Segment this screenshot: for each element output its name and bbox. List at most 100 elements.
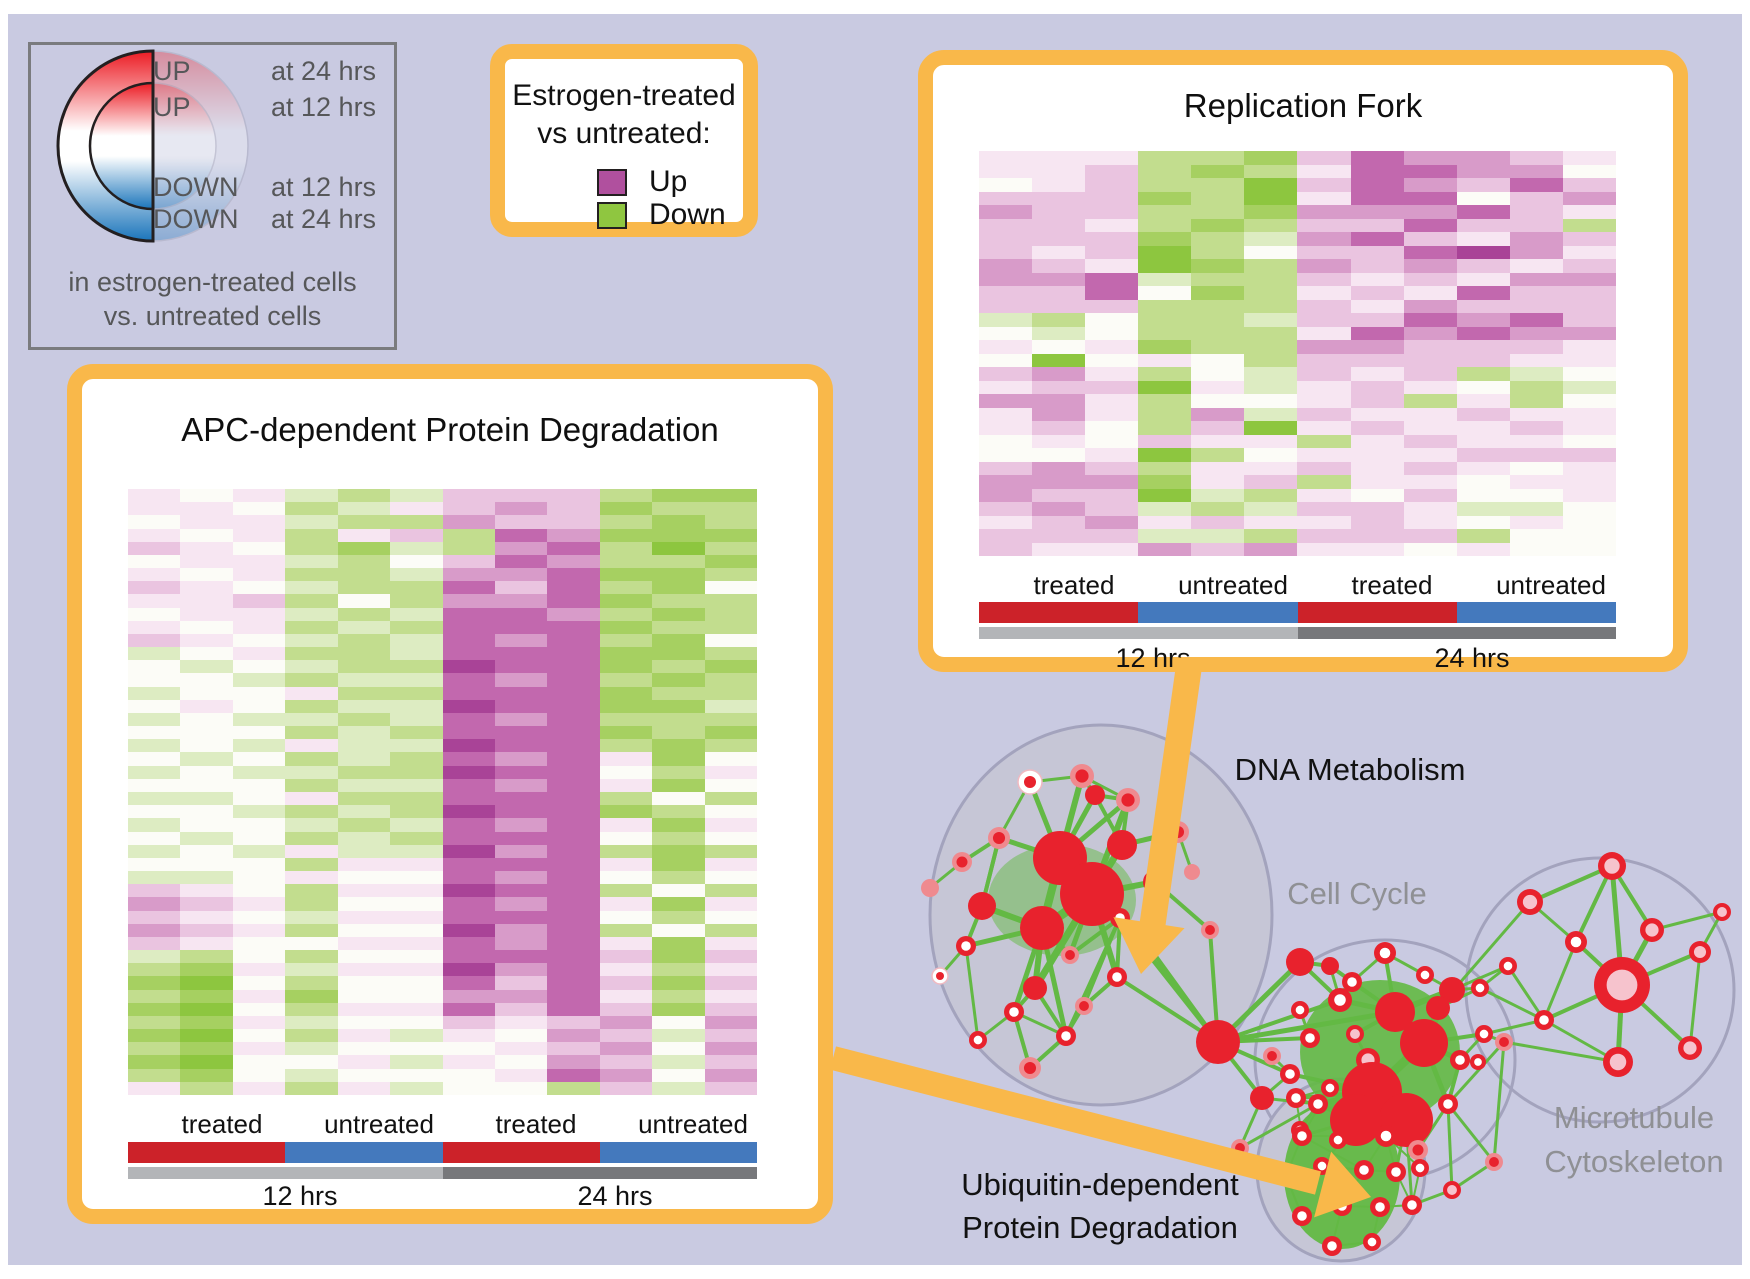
heatmap-cell [232,1042,286,1056]
heatmap-cell [442,647,495,661]
heatmap-cell [547,699,600,713]
heatmap-cell [1244,191,1298,205]
heatmap-cell [1085,286,1139,300]
heatmap-cell [285,950,338,964]
heatmap-cell [494,791,548,806]
heatmap-cell [547,963,600,977]
heatmap-cell [1032,353,1086,367]
heatmap-cell [704,673,757,687]
heatmap-cell [1350,259,1404,273]
network-node-core [1359,1165,1369,1175]
heatmap-cell [1244,259,1298,273]
heatmap-cell [1509,475,1563,489]
heatmap-cell [494,633,548,648]
heatmap-cell [180,554,233,569]
heatmap-cell [442,739,495,753]
heatmap-cell [1244,178,1298,192]
heatmap-cell [494,1002,548,1016]
network-edge [1506,965,1546,1021]
heatmap-cell [442,502,495,516]
network-node-core [1267,1051,1277,1061]
heatmap-cell [1191,367,1245,381]
heatmap-cell [232,660,286,674]
heatmap-cell [494,1068,548,1082]
heatmap-cell [180,765,233,779]
heatmap-cell [390,884,443,898]
heatmap-cell [494,699,548,713]
heatmap-cell [442,1055,495,1069]
heatmap-cell [979,218,1033,232]
network-node-core [956,856,968,868]
heatmap-cell [285,554,338,569]
arrow-shaft-replication-fork-to-dna [1139,657,1203,930]
heatmap-cell [1244,407,1298,421]
heatmap-cell [652,950,705,964]
network-node-core [1412,1144,1424,1156]
heatmap-cell [1191,340,1245,354]
heatmap-cell [1509,164,1563,178]
heatmap-cell [1403,542,1457,556]
heatmap-cell [599,515,653,529]
heatmap-cell [390,647,443,661]
heatmap-cell [285,712,338,727]
heatmap-cell [547,686,600,700]
heatmap-cell [652,818,705,832]
heatmap-cell [285,1042,338,1056]
heatmap-cell [180,686,233,700]
heatmap-cell [1032,164,1086,178]
heatmap-cell [180,936,233,951]
heatmap-cell [547,712,600,727]
heatmap-cell [390,989,443,1003]
heatmap-cell [599,778,653,792]
heatmap-cell [1456,286,1510,300]
heatmap-cell [652,923,705,937]
heatmap-cell [1403,286,1457,300]
heatmap-cell [1456,488,1510,502]
heatmap-cell [1562,475,1616,489]
heatmap-cell [494,752,548,766]
heatmap-cell [1509,502,1563,516]
network-edge [964,945,980,1041]
heatmap-cell [180,515,233,529]
heatmap-cell [1138,380,1192,394]
heatmap-cell [979,407,1033,421]
heatmap-cell [180,752,233,766]
heatmap-cell [1244,286,1298,300]
estrogen-legend-title-line1: Estrogen-treated [512,79,736,112]
network-node-core [1539,1015,1549,1025]
heatmap-cell [547,620,600,634]
network-node-core [1291,1093,1301,1103]
heatmap-cell [599,976,653,990]
heatmap-cell [547,633,600,648]
heatmap-cell [128,871,181,885]
heatmap-cell [494,765,548,779]
heatmap-cell [979,461,1033,475]
heatmap-cell [704,1055,757,1069]
heatmap-cell [1244,367,1298,381]
heatmap-cell [180,1068,233,1082]
network-node-core [1325,1083,1335,1093]
heatmap-cell [1562,272,1616,286]
heatmap-cell [1085,191,1139,205]
heatmap-cell [704,712,757,727]
network-node-core [1683,1041,1697,1055]
heatmap-cell [232,884,286,898]
heatmap-cell [1456,529,1510,543]
heatmap-cell [1032,272,1086,286]
heatmap-cell [1403,434,1457,448]
heatmap-cell [180,528,233,542]
heatmap-cell [652,1015,705,1030]
heatmap-cell [704,897,757,911]
heatmap-cell [1191,502,1245,516]
heatmap-cell [232,541,286,555]
network-edge [1529,864,1613,904]
heatmap-cell [1350,205,1404,219]
network-node [1400,1019,1448,1067]
heatmap-cell [652,607,705,621]
heatmap-cell [180,1081,233,1095]
heatmap-cell [128,726,181,740]
heatmap-cell [1085,178,1139,192]
heatmap-cell [180,581,233,595]
heatmap-cell [1244,340,1298,354]
